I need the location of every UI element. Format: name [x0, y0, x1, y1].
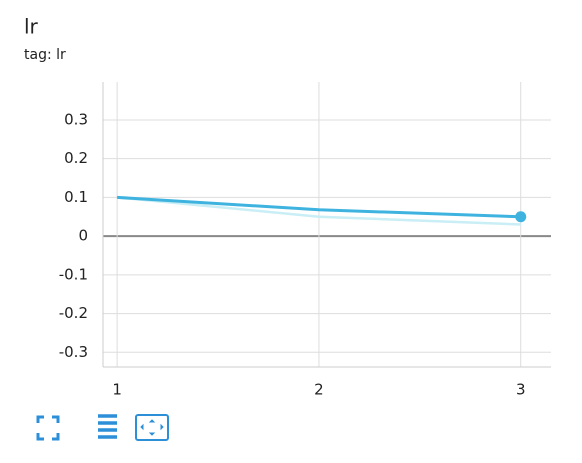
- series-line: [117, 196, 521, 226]
- chart-subtitle: tag: lr: [24, 47, 66, 63]
- y-tick-label: 0.2: [64, 149, 88, 167]
- x-tick-label: 3: [516, 381, 526, 399]
- x-tick-label: 2: [314, 381, 324, 399]
- log-scale-button[interactable]: [98, 414, 117, 439]
- y-tick-label: 0: [78, 227, 88, 245]
- y-tick-label: 0.3: [64, 110, 88, 128]
- hover-point: [515, 211, 527, 223]
- chart-title: lr: [24, 15, 39, 39]
- y-tick-label: -0.3: [59, 343, 88, 361]
- y-tick-label: -0.1: [59, 265, 88, 283]
- y-tick-label: 0.1: [64, 188, 88, 206]
- x-tick-label: 1: [112, 381, 122, 399]
- fullscreen-button[interactable]: [36, 415, 60, 441]
- series-line: [117, 195, 521, 219]
- fit-domain-button[interactable]: [135, 414, 169, 441]
- toolbar: [36, 414, 169, 441]
- y-tick-label: -0.2: [59, 304, 88, 322]
